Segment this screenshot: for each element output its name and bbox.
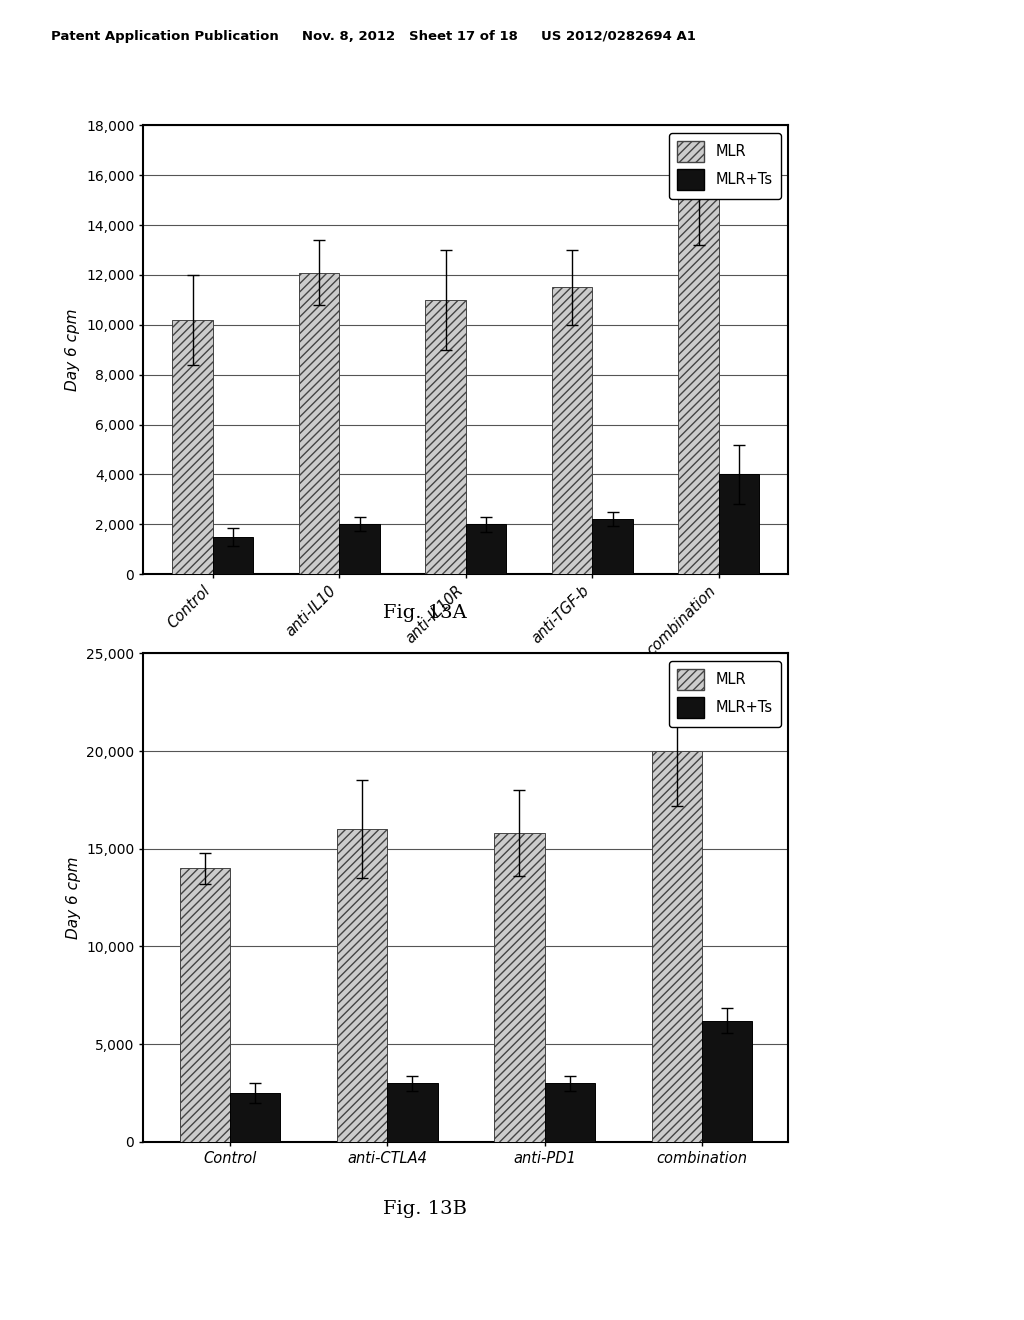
Bar xyxy=(230,1093,281,1142)
Bar xyxy=(593,519,633,574)
Bar xyxy=(179,869,230,1142)
Bar xyxy=(495,833,545,1142)
Text: Fig. 13B: Fig. 13B xyxy=(383,1200,467,1218)
Bar xyxy=(299,272,339,574)
Text: Patent Application Publication     Nov. 8, 2012   Sheet 17 of 18     US 2012/028: Patent Application Publication Nov. 8, 2… xyxy=(51,30,696,44)
Legend: MLR, MLR+Ts: MLR, MLR+Ts xyxy=(669,133,781,199)
Bar xyxy=(337,829,387,1142)
Bar xyxy=(719,474,760,574)
Bar xyxy=(701,1020,753,1142)
Bar xyxy=(425,300,466,574)
Legend: MLR, MLR+Ts: MLR, MLR+Ts xyxy=(669,661,781,727)
Bar xyxy=(172,319,213,574)
Bar xyxy=(545,1084,595,1142)
Y-axis label: Day 6 cpm: Day 6 cpm xyxy=(66,857,81,939)
Bar xyxy=(213,537,253,574)
Bar xyxy=(651,751,701,1142)
Text: Fig. 13A: Fig. 13A xyxy=(383,603,467,622)
Bar xyxy=(466,524,507,574)
Bar xyxy=(339,524,380,574)
Bar xyxy=(679,195,719,574)
Bar xyxy=(387,1084,437,1142)
Bar xyxy=(552,288,593,574)
Y-axis label: Day 6 cpm: Day 6 cpm xyxy=(66,309,81,391)
